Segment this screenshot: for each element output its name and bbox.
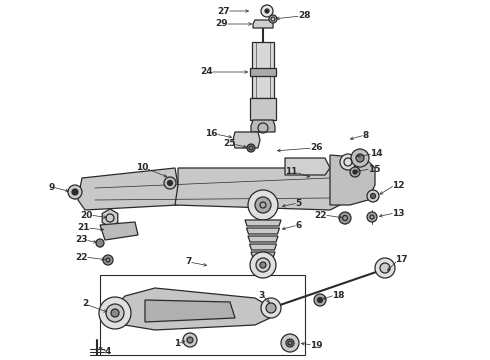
Circle shape — [261, 298, 281, 318]
Circle shape — [314, 294, 326, 306]
Circle shape — [248, 190, 278, 220]
Polygon shape — [252, 260, 273, 266]
Text: 2: 2 — [82, 300, 88, 309]
Circle shape — [111, 309, 119, 317]
Polygon shape — [100, 222, 138, 240]
Text: 22: 22 — [315, 211, 327, 220]
Text: 9: 9 — [49, 183, 55, 192]
Circle shape — [265, 9, 269, 13]
Circle shape — [164, 177, 176, 189]
Polygon shape — [78, 168, 178, 210]
Polygon shape — [248, 236, 278, 242]
Circle shape — [286, 339, 294, 347]
Text: 5: 5 — [295, 198, 301, 207]
Polygon shape — [330, 155, 375, 205]
Text: 14: 14 — [370, 149, 383, 158]
Polygon shape — [175, 168, 350, 210]
Text: 24: 24 — [200, 68, 213, 77]
Polygon shape — [145, 300, 235, 322]
Circle shape — [260, 262, 266, 268]
Circle shape — [281, 334, 299, 352]
Circle shape — [356, 154, 364, 162]
Text: 1: 1 — [174, 339, 180, 348]
Circle shape — [106, 304, 124, 322]
Polygon shape — [249, 244, 276, 250]
Polygon shape — [246, 228, 279, 234]
Text: 19: 19 — [310, 341, 322, 350]
Text: 3: 3 — [259, 291, 265, 300]
Circle shape — [72, 189, 78, 195]
Circle shape — [250, 252, 276, 278]
Polygon shape — [250, 68, 276, 76]
Text: 22: 22 — [75, 252, 88, 261]
Circle shape — [269, 15, 277, 23]
Polygon shape — [252, 42, 274, 98]
Circle shape — [247, 144, 255, 152]
Circle shape — [183, 333, 197, 347]
Text: 25: 25 — [223, 139, 236, 148]
Text: 21: 21 — [77, 224, 90, 233]
Text: 16: 16 — [205, 130, 218, 139]
Polygon shape — [251, 252, 275, 258]
Circle shape — [350, 167, 360, 177]
Polygon shape — [112, 288, 272, 330]
Text: 15: 15 — [368, 165, 381, 174]
Polygon shape — [250, 98, 276, 120]
Text: 28: 28 — [298, 12, 311, 21]
Circle shape — [103, 255, 113, 265]
Text: 10: 10 — [136, 163, 148, 172]
Circle shape — [266, 303, 276, 313]
Circle shape — [367, 190, 379, 202]
Circle shape — [68, 185, 82, 199]
Text: 26: 26 — [310, 144, 322, 153]
Circle shape — [353, 170, 357, 174]
Text: 23: 23 — [75, 235, 88, 244]
Text: 8: 8 — [362, 130, 368, 139]
Circle shape — [187, 337, 193, 343]
Circle shape — [168, 180, 172, 185]
Text: 27: 27 — [218, 6, 230, 15]
Circle shape — [96, 239, 104, 247]
Text: 18: 18 — [332, 291, 344, 300]
Circle shape — [99, 297, 131, 329]
Polygon shape — [251, 120, 275, 132]
Text: 13: 13 — [392, 208, 405, 217]
Polygon shape — [253, 20, 273, 28]
Text: 29: 29 — [216, 19, 228, 28]
Circle shape — [339, 212, 351, 224]
Circle shape — [380, 263, 390, 273]
Text: 12: 12 — [392, 180, 405, 189]
Text: 11: 11 — [286, 167, 298, 176]
Circle shape — [256, 258, 270, 272]
Text: 7: 7 — [186, 257, 192, 266]
Text: 6: 6 — [295, 220, 301, 230]
Circle shape — [318, 297, 322, 302]
Circle shape — [340, 154, 356, 170]
Bar — [100, 275, 305, 355]
Text: 4: 4 — [105, 347, 111, 356]
Circle shape — [261, 5, 273, 17]
Circle shape — [255, 197, 271, 213]
Circle shape — [351, 149, 369, 167]
Circle shape — [370, 194, 375, 198]
Polygon shape — [245, 220, 281, 226]
Polygon shape — [233, 132, 260, 148]
Polygon shape — [285, 158, 330, 175]
Circle shape — [375, 258, 395, 278]
Circle shape — [367, 212, 377, 222]
Text: 20: 20 — [81, 211, 93, 220]
Text: 17: 17 — [395, 256, 408, 265]
